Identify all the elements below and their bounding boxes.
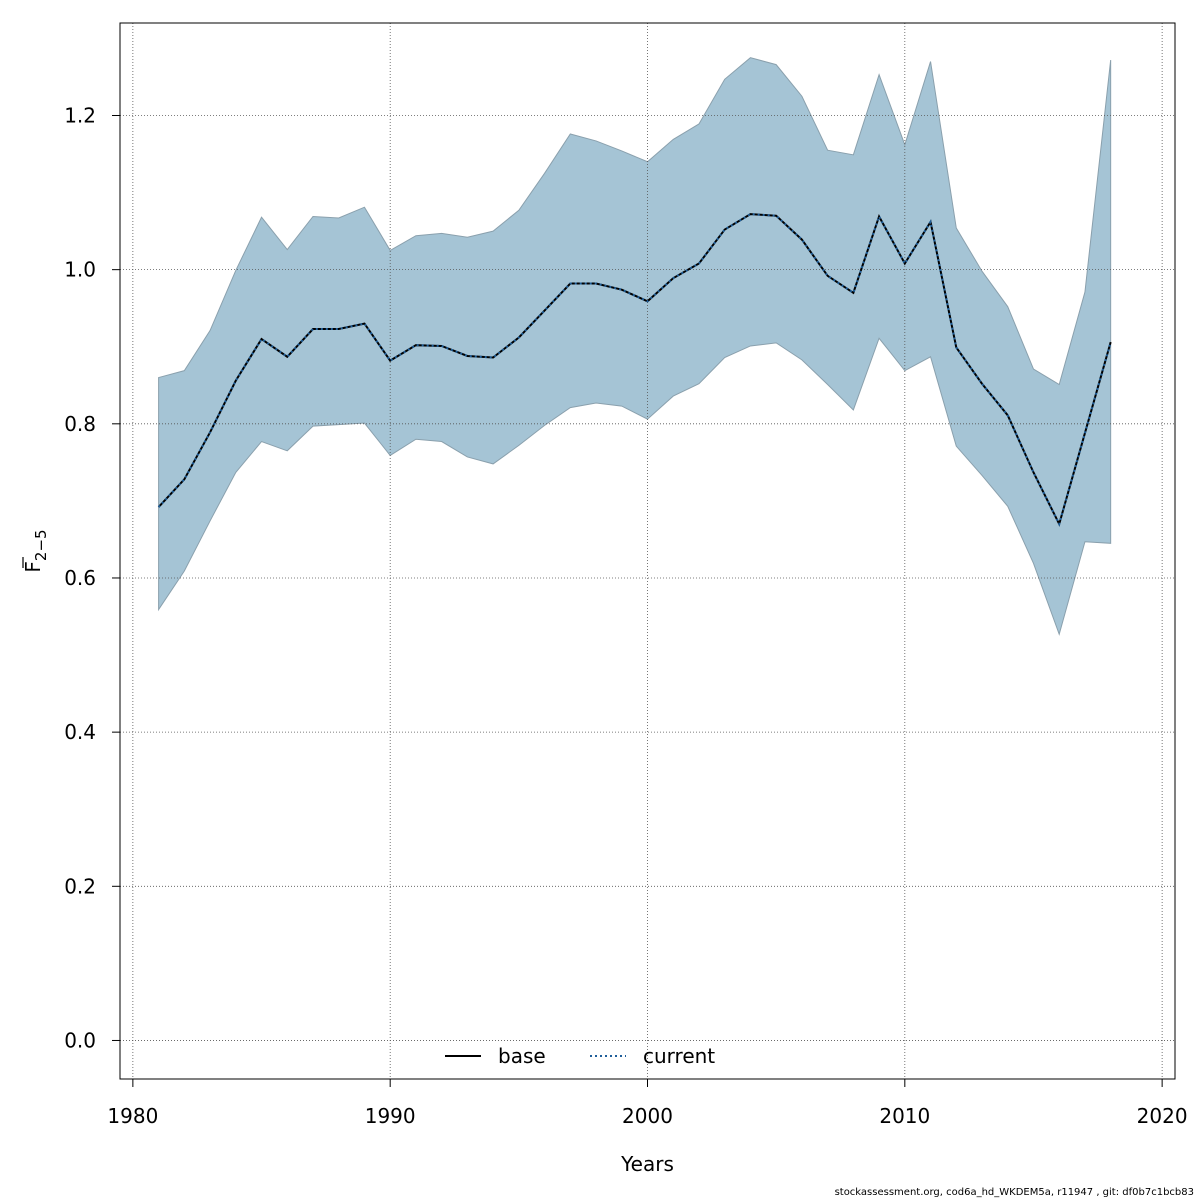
y-tick-label: 1.0 bbox=[64, 258, 96, 282]
x-tick-label: 2010 bbox=[879, 1104, 930, 1128]
y-axis-title-main: F bbox=[21, 561, 45, 573]
y-tick-label: 0.6 bbox=[64, 566, 96, 590]
x-tick-label: 1980 bbox=[107, 1104, 158, 1128]
footer-source-note: stockassessment.org, cod6a_hd_WKDEM5a, r… bbox=[834, 1187, 1194, 1198]
legend: base current bbox=[445, 1044, 715, 1068]
y-tick-label: 0.4 bbox=[64, 720, 96, 744]
y-axis-title: F2−5 bbox=[21, 529, 50, 572]
y-tick-label: 0.2 bbox=[64, 874, 96, 898]
x-tick-label: 2000 bbox=[622, 1104, 673, 1128]
grid-layer bbox=[120, 23, 1175, 1079]
svg-text:F2−5: F2−5 bbox=[21, 529, 50, 572]
axes-layer: 1980 1990 2000 2010 2020 0.0 0.2 0.4 0.6 0.8 1.0 1.… bbox=[64, 103, 1187, 1128]
x-tick-label: 1990 bbox=[365, 1104, 416, 1128]
y-axis-title-subscript: 2−5 bbox=[32, 529, 50, 561]
y-tick-label: 0.8 bbox=[64, 412, 96, 436]
x-axis-title: Years bbox=[620, 1152, 674, 1176]
y-tick-label: 0.0 bbox=[64, 1028, 96, 1052]
series-layer bbox=[157, 213, 1112, 527]
x-tick-label: 2020 bbox=[1137, 1104, 1188, 1128]
series-line-current bbox=[157, 213, 1112, 527]
confidence-band bbox=[158, 57, 1112, 636]
legend-label-base: base bbox=[498, 1044, 546, 1068]
legend-label-current: current bbox=[643, 1044, 715, 1068]
y-tick-label: 1.2 bbox=[64, 103, 96, 127]
confidence-band-layer bbox=[158, 57, 1112, 636]
